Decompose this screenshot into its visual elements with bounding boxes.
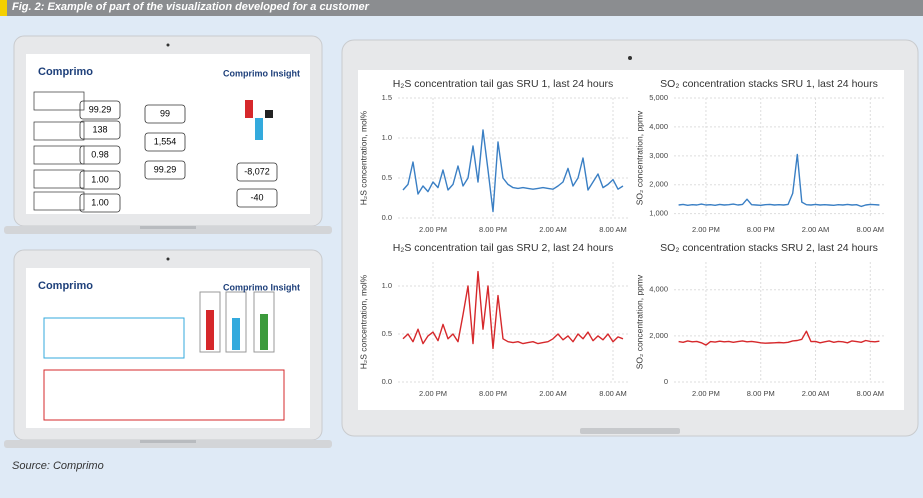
dashboard-boxes: 99.29 138 0.98 1.00 1.00 99 1,554 99.29 -8,072 -4… (33, 91, 278, 213)
info-box (33, 169, 85, 189)
energy-bar (265, 110, 273, 118)
value-text: 1.00 (91, 174, 109, 184)
y-tick-label: 1,000 (649, 209, 668, 218)
data-line (678, 330, 880, 346)
data-line (402, 129, 624, 213)
data-line (678, 153, 880, 208)
x-tick-label: 8.00 AM (857, 389, 885, 398)
figure-title: Fig. 2: Example of part of the visualiza… (12, 1, 370, 13)
charts: H₂S concentration tail gas SRU 1, last 2… (358, 78, 884, 398)
chart-title: SO₂ concentration stacks SRU 2, last 24 … (660, 242, 878, 254)
chart-title: H₂S concentration tail gas SRU 2, last 2… (393, 242, 614, 254)
value-text: 1,554 (154, 136, 177, 146)
info-box (33, 191, 85, 211)
y-tick-label: 2,000 (649, 331, 668, 340)
energy-bar (255, 118, 263, 140)
value-text: -40 (250, 192, 263, 202)
value-text: -8,072 (244, 166, 270, 176)
value-box (79, 145, 121, 165)
y-tick-label: 4,000 (649, 285, 668, 294)
x-tick-label: 2.00 AM (539, 389, 567, 398)
chart-title: SO₂ concentration stacks SRU 1, last 24 … (660, 78, 878, 90)
value-text: 0.98 (91, 149, 109, 159)
value-box (236, 188, 278, 208)
x-tick-label: 2.00 AM (802, 225, 830, 234)
y-tick-label: 0.5 (382, 329, 392, 338)
y-tick-label: 4,000 (649, 122, 668, 131)
value-text: 99.29 (89, 104, 112, 114)
x-tick-label: 2.00 AM (802, 389, 830, 398)
y-tick-label: 0.0 (382, 213, 392, 222)
y-tick-label: 0.0 (382, 377, 392, 386)
x-tick-label: 8.00 PM (747, 225, 775, 234)
y-tick-label: 0 (664, 377, 668, 386)
y-axis-label: SO₂ concentration, ppmv (634, 110, 644, 205)
value-text: 99.29 (154, 164, 177, 174)
y-tick-label: 5,000 (649, 93, 668, 102)
info-box (33, 91, 85, 111)
x-tick-label: 8.00 AM (857, 225, 885, 234)
laptop-small (4, 249, 332, 448)
laptop-large (341, 39, 919, 437)
x-tick-label: 8.00 PM (479, 225, 507, 234)
x-tick-label: 8.00 PM (479, 389, 507, 398)
x-tick-label: 8.00 PM (747, 389, 775, 398)
y-tick-label: 2,000 (649, 180, 668, 189)
energy-bar (245, 100, 253, 118)
value-text: 138 (92, 124, 107, 134)
value-box (144, 104, 186, 124)
x-tick-label: 2.00 PM (692, 225, 720, 234)
value-box (236, 162, 278, 182)
x-tick-label: 2.00 AM (539, 225, 567, 234)
source: Source: Comprimo (12, 460, 104, 472)
info-box (33, 145, 85, 165)
product: Comprimo Insight (223, 282, 300, 292)
y-tick-label: 1.0 (382, 281, 392, 290)
value-box (144, 132, 186, 152)
y-tick-label: 0.5 (382, 173, 392, 182)
product: Comprimo Insight (223, 68, 300, 78)
x-tick-label: 2.00 PM (692, 389, 720, 398)
x-tick-label: 2.00 PM (419, 225, 447, 234)
value-box (144, 160, 186, 180)
data-line (402, 270, 624, 350)
x-tick-label: 8.00 AM (599, 225, 627, 234)
info-box (33, 121, 85, 141)
brand: Comprimo (38, 66, 93, 78)
value-text: 1.00 (91, 197, 109, 207)
y-tick-label: 3,000 (649, 151, 668, 160)
y-axis-label: SO₂ concentration, ppmv (634, 274, 644, 369)
y-tick-label: 1.0 (382, 133, 392, 142)
x-tick-label: 2.00 PM (419, 389, 447, 398)
header-bar (0, 0, 923, 16)
header-marker (0, 0, 7, 16)
brand: Comprimo (38, 280, 93, 292)
y-tick-label: 1.5 (382, 93, 392, 102)
value-box (79, 193, 121, 213)
value-box (79, 120, 121, 140)
value-text: 99 (160, 108, 170, 118)
x-tick-label: 8.00 AM (599, 389, 627, 398)
value-box (79, 170, 121, 190)
y-axis-label: H₂S concentration, mol% (358, 110, 368, 205)
chart-title: H₂S concentration tail gas SRU 1, last 2… (393, 78, 614, 90)
y-axis-label: H₂S concentration, mol% (358, 274, 368, 369)
